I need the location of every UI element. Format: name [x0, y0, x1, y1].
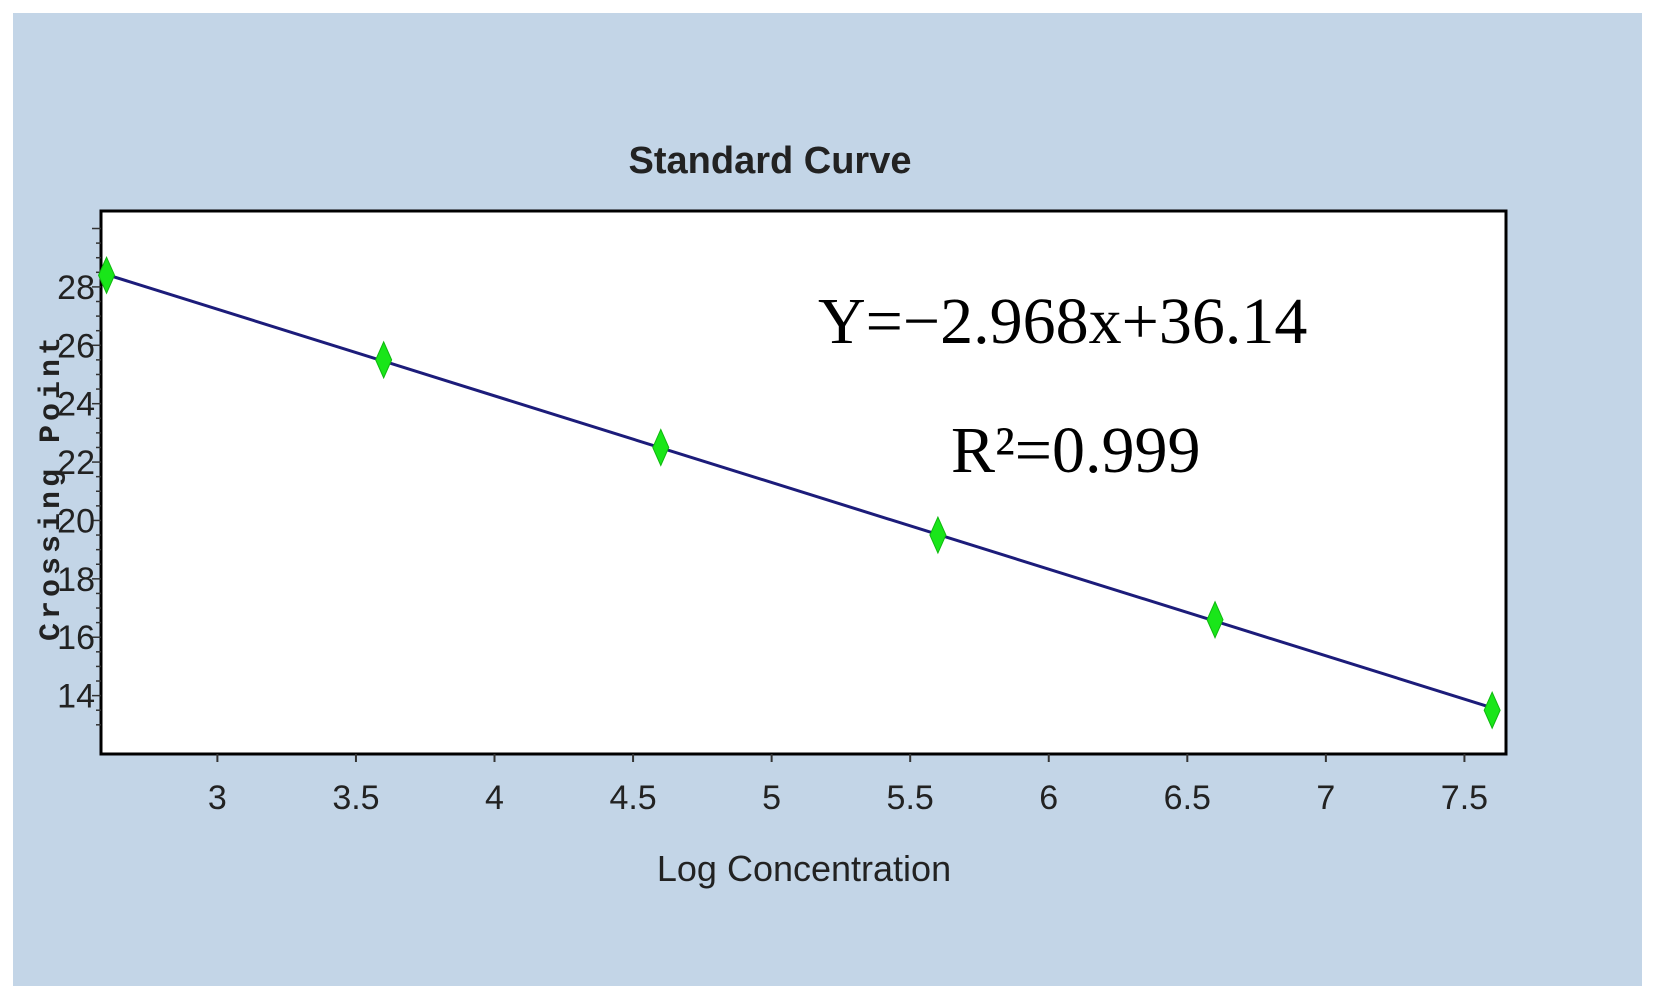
- y-tick-label: 18: [57, 561, 95, 599]
- chart-frame: Standard Curve 3 3.5 4 4.5 5 5.5 6 6.5 7 7.5 14 16…: [13, 13, 1642, 986]
- x-tick-label: 4.5: [609, 779, 656, 817]
- y-axis-ticks: 14 16 18 20 22 24 26 28: [57, 227, 101, 726]
- standard-curve-chart: Standard Curve 3 3.5 4 4.5 5 5.5 6 6.5 7 7.5 14 16…: [35, 140, 1508, 889]
- x-tick-label: 7.5: [1441, 779, 1488, 817]
- x-axis-ticks: 3 3.5 4 4.5 5 5.5 6 6.5 7 7.5: [208, 754, 1488, 817]
- x-tick-label: 3.5: [332, 779, 379, 817]
- y-tick-label: 14: [57, 678, 95, 716]
- y-axis-label: Crossing Point: [35, 333, 69, 641]
- data-point: [652, 428, 670, 467]
- y-tick-label: 26: [57, 327, 95, 365]
- fit-line: [106, 273, 1493, 710]
- x-tick-label: 5: [762, 779, 781, 817]
- data-point: [1483, 690, 1501, 730]
- y-tick-label: 22: [57, 444, 95, 482]
- x-tick-label: 6.5: [1164, 779, 1211, 817]
- plot-area: [99, 209, 1508, 756]
- x-tick-label: 4: [485, 779, 504, 817]
- x-axis-label: Log Concentration: [657, 848, 951, 889]
- x-tick-label: 6: [1039, 779, 1058, 817]
- x-tick-label: 5.5: [887, 779, 934, 817]
- y-tick-label: 28: [57, 269, 95, 307]
- data-point: [929, 515, 947, 555]
- series-layer: [97, 255, 1501, 730]
- data-point: [1206, 600, 1224, 639]
- y-tick-label: 20: [57, 502, 95, 540]
- equation-annotation: Y=−2.968x+36.14: [818, 285, 1307, 358]
- data-point: [375, 340, 393, 380]
- data-point: [97, 255, 116, 295]
- y-tick-label: 16: [57, 619, 95, 657]
- x-tick-label: 7: [1316, 779, 1335, 817]
- x-tick-label: 3: [208, 779, 227, 817]
- r-squared-annotation: R²=0.999: [951, 414, 1201, 487]
- y-tick-label: 24: [57, 386, 95, 424]
- chart-title: Standard Curve: [629, 140, 912, 182]
